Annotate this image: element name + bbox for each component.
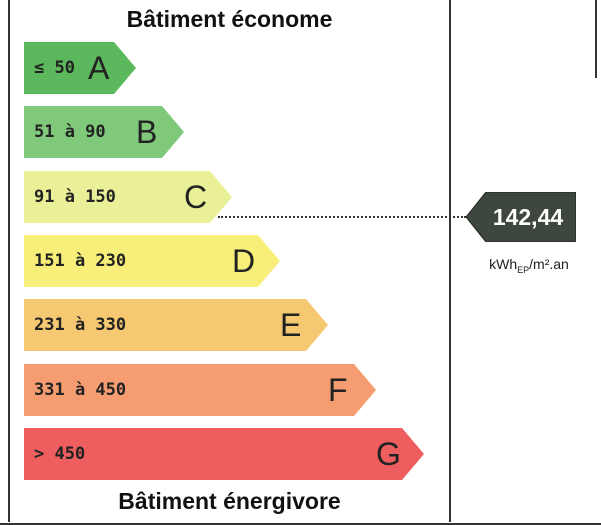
class-letter: B xyxy=(136,114,158,150)
class-band-b: 51 à 90 B xyxy=(24,106,184,158)
class-band-f: 331 à 450 F xyxy=(24,364,376,416)
class-range-label: 331 à 450 xyxy=(34,380,127,400)
class-arrow-d xyxy=(24,235,280,287)
class-band-g: > 450 G xyxy=(24,428,424,480)
unit-main: kWh xyxy=(489,256,518,272)
class-band-e: 231 à 330 E xyxy=(24,299,328,351)
scale-panel xyxy=(8,0,451,522)
class-range-label: 51 à 90 xyxy=(34,122,106,142)
value-arrow-shape xyxy=(466,192,576,242)
class-arrow-fill xyxy=(24,299,328,351)
class-letter: C xyxy=(184,179,208,215)
unit-label: kWhEP/m².an xyxy=(466,256,592,275)
title-econome: Bâtiment économe xyxy=(126,6,333,32)
class-range-label: ≤ 50 xyxy=(34,58,75,78)
title-energivore: Bâtiment énergivore xyxy=(118,488,341,514)
class-range-label: 151 à 230 xyxy=(34,251,127,271)
class-band-d: 151 à 230 D xyxy=(24,235,280,287)
class-range-label: 91 à 150 xyxy=(34,187,116,207)
class-letter: E xyxy=(280,307,302,343)
class-arrow-fill xyxy=(24,235,280,287)
class-letter: A xyxy=(88,50,110,86)
class-arrow-f xyxy=(24,364,376,416)
class-range-label: 231 à 330 xyxy=(34,315,127,335)
leader-line xyxy=(218,216,466,218)
unit-sub: EP xyxy=(517,264,530,275)
class-arrow-fill xyxy=(24,428,424,480)
unit-tail: /m².an xyxy=(529,256,569,272)
frame-edge xyxy=(595,0,597,78)
class-arrow-fill xyxy=(24,106,184,158)
class-arrow-c xyxy=(24,171,232,223)
value-indicator: 142,44 xyxy=(466,192,576,242)
class-range-label: > 450 xyxy=(34,444,86,464)
class-arrow-g xyxy=(24,428,424,480)
class-band-a: ≤ 50 A xyxy=(24,42,136,94)
class-letter: F xyxy=(328,372,348,408)
class-arrow-fill xyxy=(24,42,136,94)
class-arrow-fill xyxy=(24,171,232,223)
class-band-c: 91 à 150 C xyxy=(24,171,232,223)
class-letter: D xyxy=(232,243,256,279)
class-letter: G xyxy=(376,436,401,472)
class-arrow-a xyxy=(24,42,136,94)
class-arrow-b xyxy=(24,106,184,158)
class-arrow-e xyxy=(24,299,328,351)
class-arrow-fill xyxy=(24,364,376,416)
value-label: 142,44 xyxy=(492,204,564,230)
